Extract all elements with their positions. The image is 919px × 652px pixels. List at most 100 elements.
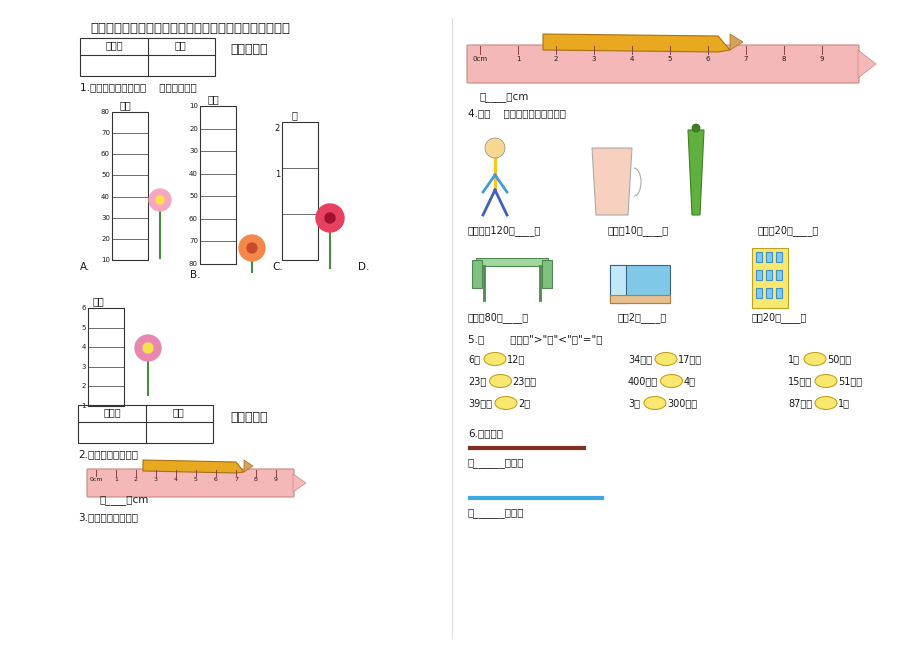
Bar	[755, 252, 761, 262]
Circle shape	[246, 243, 256, 253]
Text: D.: D.	[357, 262, 369, 272]
Text: 17厘米: 17厘米	[677, 354, 701, 364]
Text: 得分: 得分	[174, 40, 186, 50]
Text: 50厘米: 50厘米	[826, 354, 850, 364]
Bar	[88, 308, 124, 406]
Bar	[775, 288, 781, 298]
Circle shape	[149, 189, 171, 211]
Polygon shape	[687, 130, 703, 215]
Ellipse shape	[803, 353, 825, 366]
Text: 1米: 1米	[837, 398, 849, 408]
Text: 80: 80	[101, 109, 110, 115]
Text: 30: 30	[188, 148, 198, 154]
Text: 评卷人: 评卷人	[103, 407, 120, 417]
Bar	[199, 106, 236, 264]
Bar	[751, 248, 788, 308]
Text: 米: 米	[291, 110, 298, 120]
Circle shape	[142, 343, 153, 353]
Text: （____）cm: （____）cm	[100, 495, 149, 505]
Text: 1: 1	[114, 477, 118, 482]
Text: 34厘米: 34厘米	[628, 354, 652, 364]
Text: 得分: 得分	[172, 407, 184, 417]
Text: 亮亮身高120（____）: 亮亮身高120（____）	[468, 225, 540, 236]
Polygon shape	[542, 34, 729, 52]
Text: 6.量一量。: 6.量一量。	[468, 428, 503, 438]
Text: 87厘米: 87厘米	[788, 398, 811, 408]
Text: 400厘米: 400厘米	[628, 376, 657, 386]
Bar	[471, 260, 482, 288]
Text: 30: 30	[101, 215, 110, 221]
Text: 6米: 6米	[468, 354, 480, 364]
Ellipse shape	[814, 396, 836, 409]
Text: 9: 9	[819, 56, 823, 62]
Text: 5: 5	[194, 477, 198, 482]
FancyBboxPatch shape	[87, 469, 294, 497]
Text: 50: 50	[101, 172, 110, 179]
Ellipse shape	[483, 353, 505, 366]
Bar	[78, 405, 213, 443]
Circle shape	[135, 335, 161, 361]
Text: 15厘米: 15厘米	[788, 376, 811, 386]
Text: 5: 5	[82, 325, 85, 331]
Bar	[80, 38, 215, 76]
Text: 厘米: 厘米	[208, 94, 220, 104]
Text: 10: 10	[101, 257, 110, 263]
Ellipse shape	[654, 353, 676, 366]
Text: 4: 4	[82, 344, 85, 350]
Bar	[755, 270, 761, 280]
Text: 2米: 2米	[517, 398, 529, 408]
FancyBboxPatch shape	[467, 45, 858, 83]
Text: 1: 1	[275, 170, 279, 179]
Text: A.: A.	[80, 262, 90, 272]
Text: 2: 2	[134, 477, 138, 482]
Text: 70: 70	[188, 239, 198, 244]
Polygon shape	[591, 148, 631, 215]
Text: 厘米: 厘米	[93, 296, 105, 306]
Text: 1米: 1米	[788, 354, 800, 364]
Text: 23米: 23米	[468, 376, 486, 386]
Text: 评卷人: 评卷人	[105, 40, 122, 50]
Ellipse shape	[814, 374, 836, 387]
Text: （______）厘米: （______）厘米	[468, 458, 524, 468]
Text: 7: 7	[743, 56, 747, 62]
Circle shape	[315, 204, 344, 232]
Text: 60: 60	[188, 216, 198, 222]
Polygon shape	[292, 474, 306, 492]
Text: 60: 60	[101, 151, 110, 157]
Text: 厘米: 厘米	[119, 100, 131, 110]
Text: B.: B.	[190, 270, 200, 280]
Text: （____）cm: （____）cm	[480, 92, 528, 102]
Text: 50: 50	[189, 193, 198, 200]
Text: 楼高20（____）: 楼高20（____）	[751, 312, 807, 323]
Text: 70: 70	[101, 130, 110, 136]
Text: 1.请你仔细观察，第（    ）枝花最高。: 1.请你仔细观察，第（ ）枝花最高。	[80, 82, 197, 92]
Text: 7: 7	[233, 477, 238, 482]
Ellipse shape	[489, 374, 511, 387]
Text: 0cm: 0cm	[89, 477, 103, 482]
Text: 9: 9	[274, 477, 278, 482]
Ellipse shape	[660, 374, 682, 387]
Text: 39厘米: 39厘米	[468, 398, 492, 408]
Ellipse shape	[494, 396, 516, 409]
Bar	[766, 270, 771, 280]
Text: （______）厘米: （______）厘米	[468, 508, 524, 518]
Text: 40: 40	[189, 171, 198, 177]
Text: 6: 6	[705, 56, 709, 62]
Text: 0cm: 0cm	[472, 56, 487, 62]
Text: 一、选择题: 一、选择题	[230, 43, 267, 56]
Polygon shape	[857, 50, 875, 78]
Text: 3.测一测，量一量。: 3.测一测，量一量。	[78, 512, 138, 522]
Text: 2: 2	[275, 124, 279, 133]
Text: C.: C.	[272, 262, 282, 272]
Text: 6: 6	[82, 305, 85, 311]
Polygon shape	[244, 460, 253, 472]
Text: 5: 5	[667, 56, 672, 62]
Bar	[475, 258, 548, 266]
Text: 20: 20	[189, 126, 198, 132]
Text: 10: 10	[188, 103, 198, 109]
Text: 80: 80	[188, 261, 198, 267]
Bar	[775, 252, 781, 262]
Circle shape	[156, 196, 164, 204]
Text: 8: 8	[254, 477, 257, 482]
Text: 40: 40	[101, 194, 110, 200]
